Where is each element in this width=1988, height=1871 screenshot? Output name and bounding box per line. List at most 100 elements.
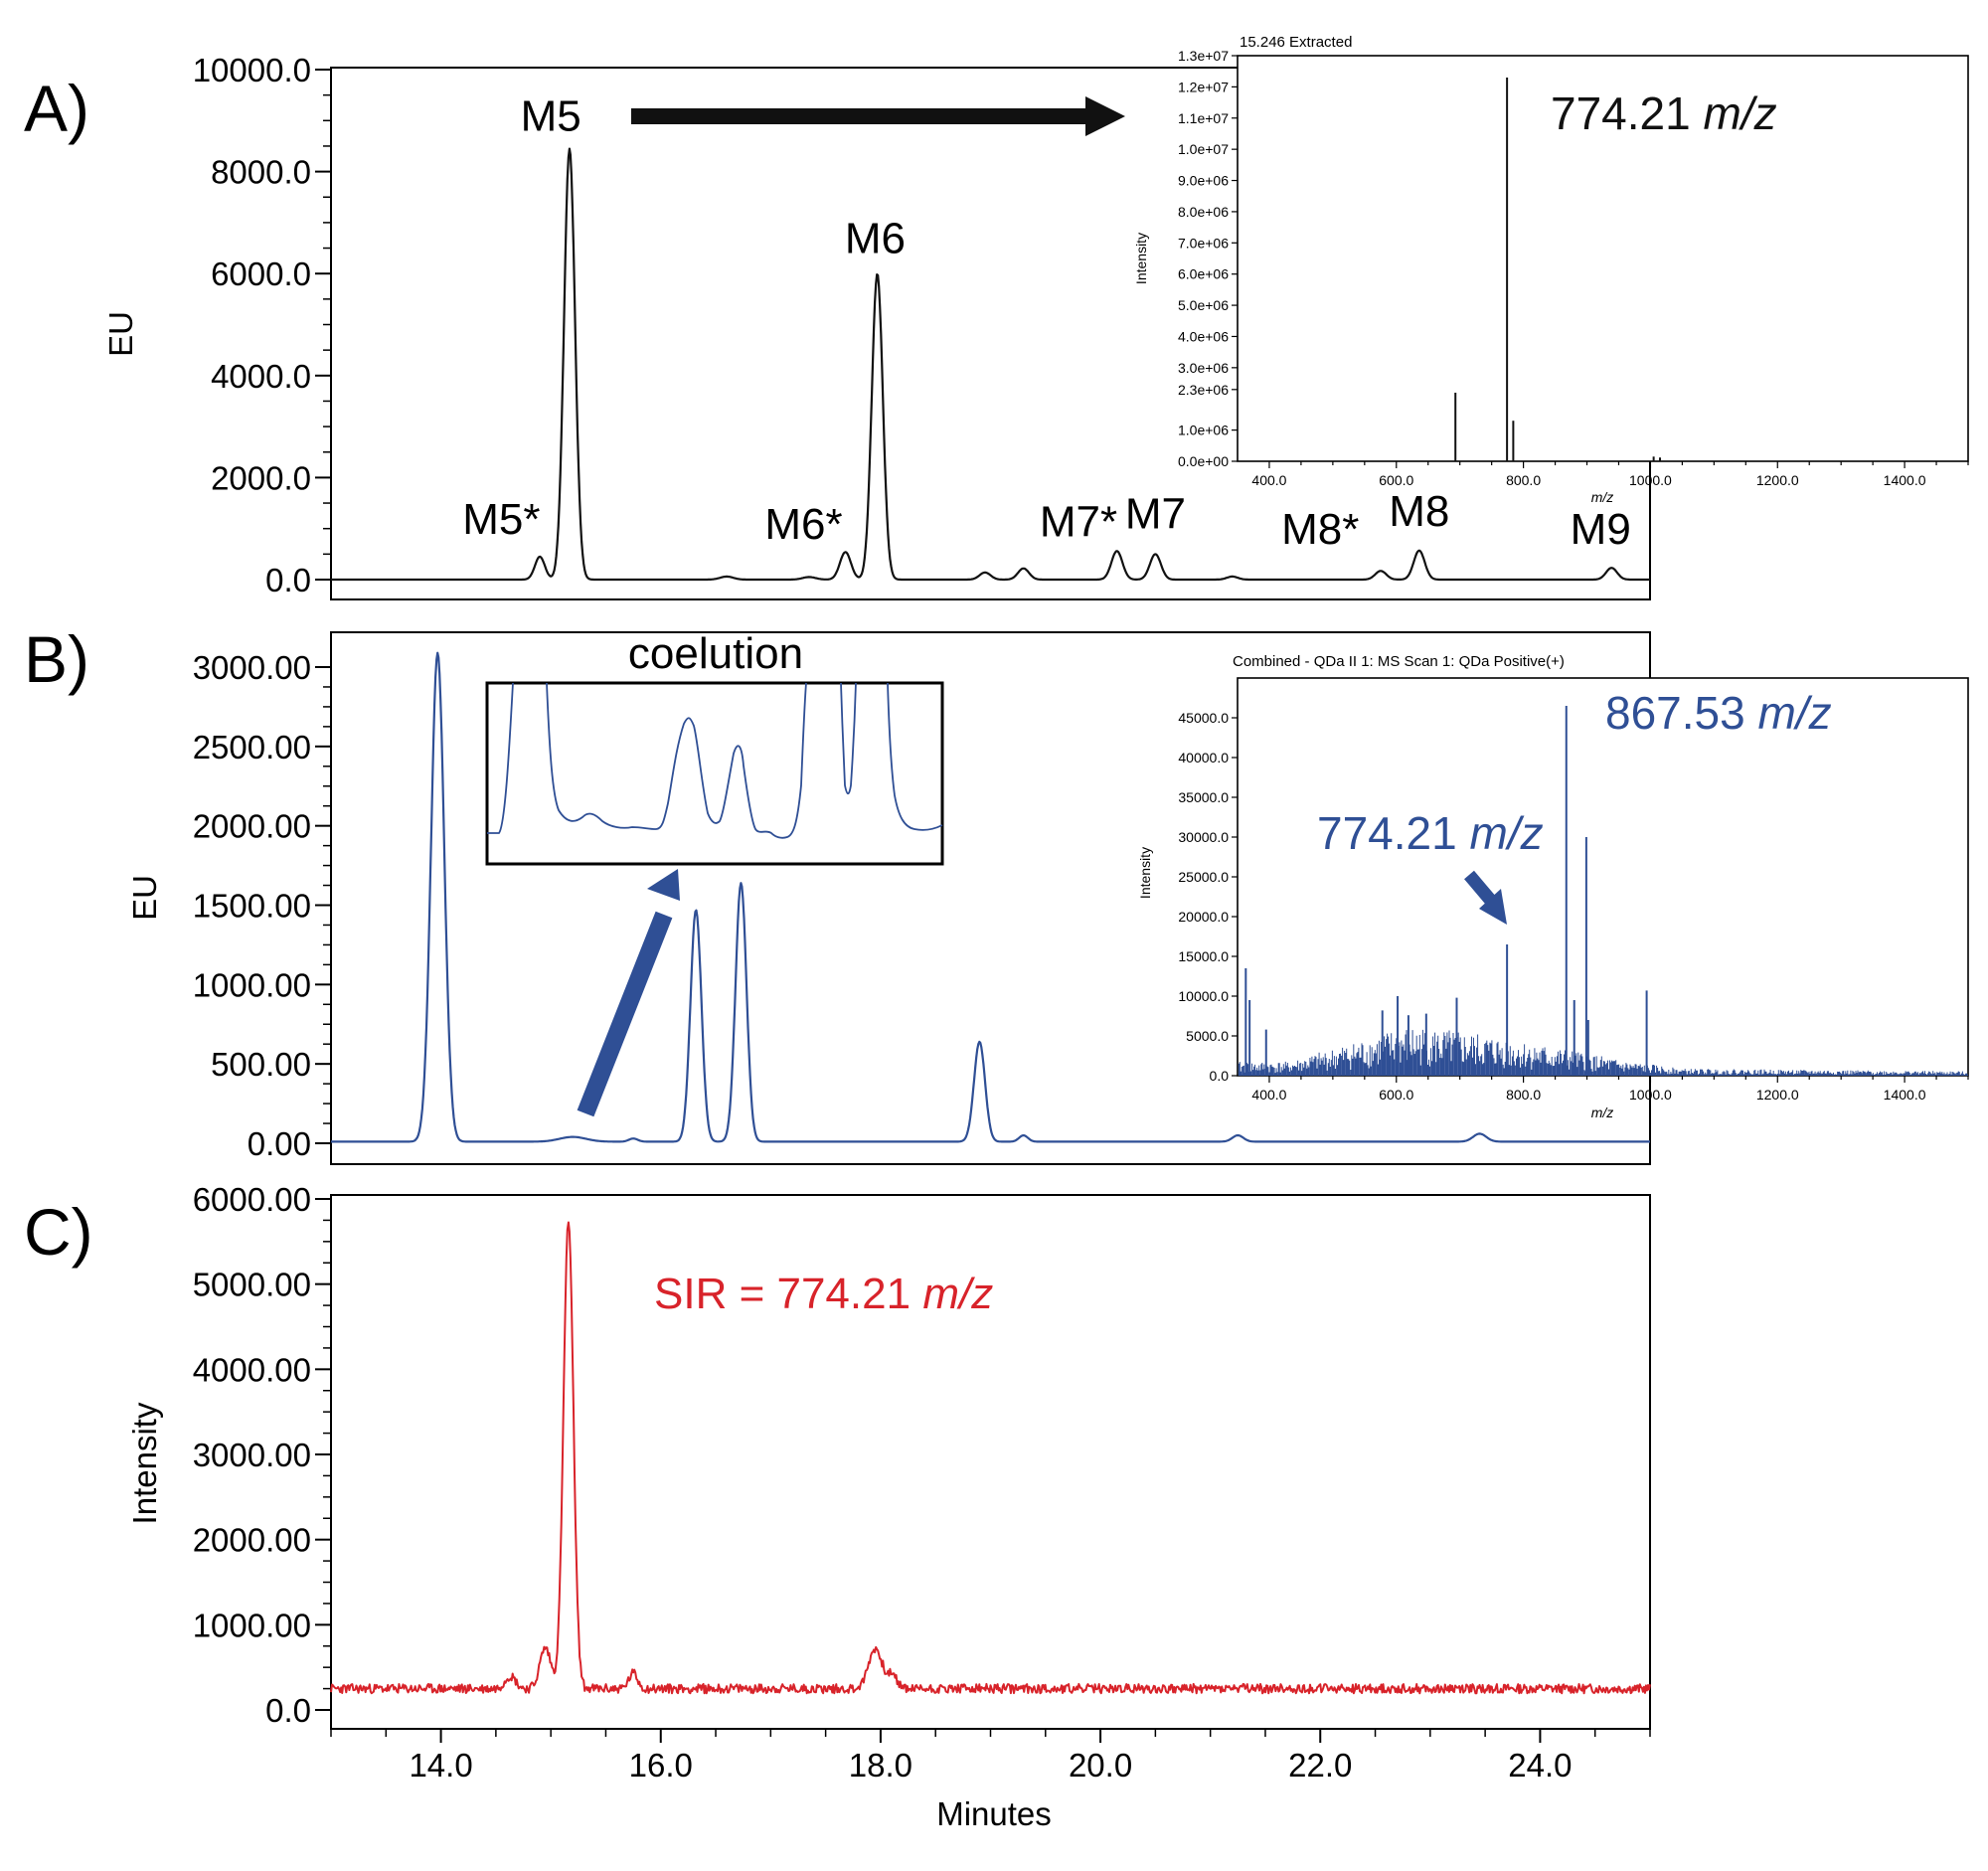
inset-b-x-ticks: 400.0 600.0 800.0 1000.0 1200.0 1400.0 (1251, 1076, 1969, 1103)
inset-a-x-ticks: 400.0 600.0 800.0 1000.0 1200.0 1400.0 (1251, 461, 1969, 488)
inset-x-tick-label: 400.0 (1251, 1087, 1286, 1103)
black-arrow (631, 96, 1125, 136)
panel-a: A) EU 0.0 2000.0 4000.0 6000.0 8000.0 10000.0… (24, 34, 1969, 600)
inset-a-mz-unit: m/z (1703, 87, 1776, 139)
panel-label-c: C) (24, 1195, 93, 1269)
peak-label: M6* (764, 500, 842, 549)
sir-prefix: SIR = 774.21 (654, 1270, 911, 1318)
panel-label-a: A) (24, 72, 89, 145)
panel-c: C) Intensity 0.0 1000.00 2000.00 3000.00 400… (24, 1181, 1651, 1832)
inset-b-spectrum (1244, 706, 1648, 1076)
inset-b-noise (1238, 1028, 1968, 1076)
y-tick-label: 1500.00 (193, 888, 311, 925)
inset-x-tick-label: 1400.0 (1884, 1087, 1926, 1103)
inset-y-tick-label: 15000.0 (1178, 948, 1229, 964)
y-tick-label: 4000.0 (211, 358, 311, 395)
inset-b-mass-spectrum: Combined - QDa II 1: MS Scan 1: QDa Posi… (1137, 653, 1969, 1120)
x-tick-label: 16.0 (629, 1747, 693, 1784)
inset-y-tick-label: 5000.0 (1186, 1028, 1229, 1044)
inset-a-frame (1237, 55, 1969, 462)
panel-b: B) EU 0.00 500.00 1000.00 1500.00 2000.00 250… (24, 622, 1969, 1165)
y-tick-label: 0.0 (265, 1692, 311, 1729)
peak-label: M8 (1389, 487, 1449, 536)
y-tick-label: 2500.00 (193, 729, 311, 765)
x-axis-label: Minutes (936, 1795, 1052, 1832)
peak-label: M7 (1125, 490, 1186, 539)
inset-x-tick-label: 600.0 (1379, 1087, 1413, 1103)
sir-annotation: SIR = 774.21 m/z (654, 1270, 993, 1318)
trace-c (330, 1221, 1651, 1695)
inset-b-mz-annotation-main: 867.53 m/z (1605, 687, 1832, 739)
inset-b-y-ticks: 0.0 5000.0 10000.0 15000.0 20000.0 25000.0 300… (1178, 710, 1238, 1084)
inset-b-mz-unit-minor: m/z (1469, 807, 1543, 859)
inset-y-tick-label: 1.1e+07 (1178, 110, 1229, 126)
y-tick-label: 10000.0 (193, 52, 311, 88)
y-tick-label: 4000.00 (193, 1351, 311, 1388)
x-tick-label: 14.0 (409, 1747, 472, 1784)
y-tick-label: 2000.0 (211, 459, 311, 496)
inset-y-tick-label: 3.0e+06 (1178, 360, 1229, 376)
x-tick-label: 18.0 (849, 1747, 912, 1784)
inset-y-tick-label: 1.2e+07 (1178, 79, 1229, 94)
inset-x-tick-label: 1000.0 (1629, 472, 1672, 488)
y-tick-label: 6000.0 (211, 255, 311, 292)
inset-x-tick-label: 1200.0 (1756, 472, 1799, 488)
inset-y-tick-label: 1.0e+06 (1178, 423, 1229, 438)
inset-y-tick-label: 35000.0 (1178, 789, 1229, 805)
inset-y-tick-label: 7.0e+06 (1178, 235, 1229, 251)
inset-a-x-label: m/z (1591, 489, 1614, 505)
x-tick-label: 24.0 (1508, 1747, 1572, 1784)
inset-b-title: Combined - QDa II 1: MS Scan 1: QDa Posi… (1233, 653, 1565, 670)
y-tick-label: 5000.00 (193, 1267, 311, 1303)
y-tick-label: 3000.00 (193, 1437, 311, 1473)
inset-a-mz-annotation: 774.21 m/z (1551, 87, 1777, 139)
inset-x-tick-label: 800.0 (1506, 1087, 1541, 1103)
inset-b-mz-annotation-minor: 774.21 m/z (1317, 807, 1544, 859)
y-tick-label: 8000.0 (211, 154, 311, 191)
y-ticks-a: 0.0 2000.0 4000.0 6000.0 8000.0 10000.0 (193, 52, 331, 598)
peak-label: M5 (521, 92, 581, 141)
y-tick-label: 500.00 (211, 1046, 311, 1083)
inset-y-tick-label: 25000.0 (1178, 869, 1229, 885)
coelution-zoom-box: coelution (485, 629, 944, 866)
inset-y-tick-label: 6.0e+06 (1178, 266, 1229, 282)
peak-label: M5* (462, 495, 540, 544)
inset-b-mz-number-minor: 774.21 (1317, 807, 1457, 859)
y-tick-label: 3000.00 (193, 649, 311, 686)
inset-y-tick-label: 1.3e+07 (1178, 48, 1229, 64)
inset-b-mz-number-main: 867.53 (1605, 687, 1745, 739)
inset-a-mz-number: 774.21 (1551, 87, 1691, 139)
inset-b-x-label: m/z (1591, 1105, 1614, 1120)
inset-y-tick-label: 40000.0 (1178, 750, 1229, 765)
inset-a-y-ticks: 0.0e+00 1.0e+06 2.3e+06 3.0e+06 4.0e+06 5.0e+… (1178, 48, 1238, 469)
inset-x-tick-label: 800.0 (1506, 472, 1541, 488)
inset-y-tick-label: 20000.0 (1178, 909, 1229, 925)
blue-arrow-to-zoom (577, 869, 680, 1117)
y-tick-label: 1000.00 (193, 1607, 311, 1643)
inset-b-frame (1237, 677, 1969, 1077)
x-tick-label: 20.0 (1069, 1747, 1132, 1784)
inset-y-tick-label: 1.0e+07 (1178, 141, 1229, 157)
inset-x-tick-label: 600.0 (1379, 472, 1413, 488)
inset-x-tick-label: 1000.0 (1629, 1087, 1672, 1103)
inset-x-tick-label: 400.0 (1251, 472, 1286, 488)
y-ticks-b: 0.00 500.00 1000.00 1500.00 2000.00 2500.00 30… (193, 649, 331, 1162)
inset-y-tick-label: 30000.0 (1178, 829, 1229, 845)
y-ticks-c: 0.0 1000.00 2000.00 3000.00 4000.00 5000.00 60… (193, 1181, 331, 1729)
y-tick-label: 0.0 (265, 562, 311, 598)
y-tick-label: 6000.00 (193, 1181, 311, 1218)
y-tick-label: 0.00 (248, 1125, 311, 1162)
trace-b (330, 651, 1651, 1143)
inset-x-tick-label: 1400.0 (1884, 472, 1926, 488)
x-tick-label: 22.0 (1288, 1747, 1352, 1784)
inset-a-spectrum (1454, 77, 1662, 461)
inset-y-tick-label: 4.0e+06 (1178, 328, 1229, 344)
inset-y-tick-label: 10000.0 (1178, 988, 1229, 1004)
y-tick-label: 1000.00 (193, 966, 311, 1003)
inset-y-tick-label: 0.0e+00 (1178, 453, 1229, 469)
inset-b-blue-arrow (1464, 870, 1507, 925)
inset-y-tick-label: 45000.0 (1178, 710, 1229, 726)
trace-a (330, 147, 1651, 582)
inset-a-y-label: Intensity (1133, 233, 1149, 284)
